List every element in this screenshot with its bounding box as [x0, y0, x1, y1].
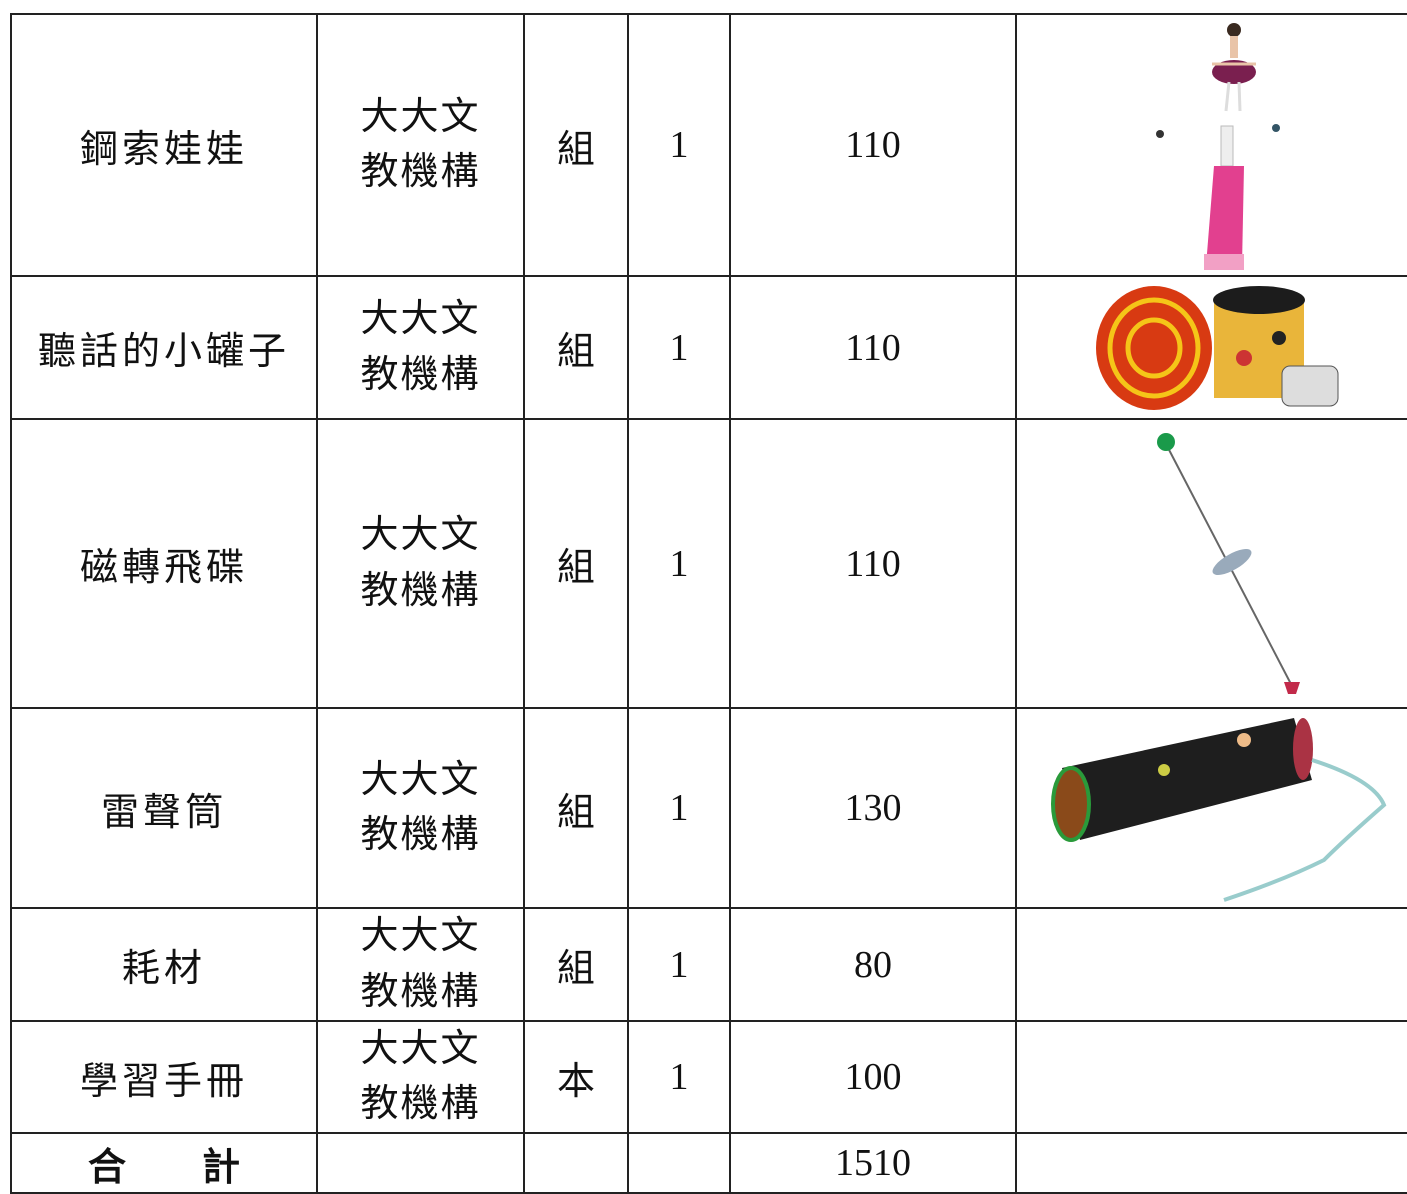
item-name: 學習手冊: [10, 1019, 318, 1135]
thunder-tube-photo: [1050, 718, 1386, 902]
price: 110: [729, 13, 1017, 277]
unit: 組: [523, 418, 629, 709]
quantity: 1: [627, 275, 731, 420]
row: 學習手冊 大大文教機構 本 1 100: [10, 1019, 1407, 1135]
item-table: 鋼索娃娃 大大文教機構 組 1 110 聽話的小罐子 大大文教機構 組 1 11…: [10, 13, 1407, 1194]
spinner-photo: [1156, 432, 1300, 694]
table-body: 鋼索娃娃 大大文教機構 組 1 110 聽話的小罐子 大大文教機構 組 1 11…: [10, 13, 1407, 1194]
quantity: 1: [627, 13, 731, 277]
photo-cell: [1015, 418, 1407, 709]
empty-cell: [523, 1132, 629, 1194]
price: 110: [729, 275, 1017, 420]
quantity: 1: [627, 907, 731, 1022]
vendor: 大大文教機構: [316, 13, 525, 277]
row: 磁轉飛碟 大大文教機構 組 1 110: [10, 418, 1407, 709]
total-label: 合 計: [10, 1132, 318, 1194]
vendor: 大大文教機構: [316, 1019, 525, 1135]
empty-cell: [316, 1132, 525, 1194]
unit: 組: [523, 907, 629, 1022]
price: 110: [729, 418, 1017, 709]
vendor-text: 大大文教機構: [360, 298, 481, 396]
price: 80: [729, 907, 1017, 1022]
photo-cell: [1015, 907, 1407, 1022]
vendor-text: 大大文教機構: [360, 1028, 481, 1126]
photo-cell: [1015, 707, 1407, 909]
item-name: 雷聲筒: [10, 707, 318, 909]
unit: 組: [523, 13, 629, 277]
price: 100: [729, 1019, 1017, 1135]
unit: 本: [523, 1019, 629, 1135]
vendor: 大大文教機構: [316, 418, 525, 709]
total-row: 合 計 1510: [10, 1132, 1407, 1194]
photo-cell: [1015, 275, 1407, 420]
empty-cell: [1015, 1132, 1407, 1194]
item-name: 鋼索娃娃: [10, 13, 318, 277]
quantity: 1: [627, 1019, 731, 1135]
photo-cell: [1015, 1019, 1407, 1135]
item-name: 磁轉飛碟: [10, 418, 318, 709]
row: 聽話的小罐子 大大文教機構 組 1 110: [10, 275, 1407, 420]
unit: 組: [523, 275, 629, 420]
quantity: 1: [627, 707, 731, 909]
vendor: 大大文教機構: [316, 707, 525, 909]
row: 雷聲筒 大大文教機構 組 1 130: [10, 707, 1407, 909]
wire-doll-photo: [1155, 23, 1280, 270]
unit: 組: [523, 707, 629, 909]
vendor-text: 大大文教機構: [360, 758, 481, 856]
photo-cell: [1015, 13, 1407, 277]
item-name: 聽話的小罐子: [10, 275, 318, 420]
row: 鋼索娃娃 大大文教機構 組 1 110: [10, 13, 1407, 277]
vendor-text: 大大文教機構: [360, 915, 481, 1013]
item-name: 耗材: [10, 907, 318, 1022]
can-photo: [1095, 285, 1338, 410]
vendor: 大大文教機構: [316, 275, 525, 420]
quantity: 1: [627, 418, 731, 709]
vendor: 大大文教機構: [316, 907, 525, 1022]
vendor-text: 大大文教機構: [360, 95, 481, 193]
empty-cell: [627, 1132, 731, 1194]
row: 耗材 大大文教機構 組 1 80: [10, 907, 1407, 1022]
price: 130: [729, 707, 1017, 909]
total-value: 1510: [729, 1132, 1017, 1194]
vendor-text: 大大文教機構: [360, 514, 481, 612]
